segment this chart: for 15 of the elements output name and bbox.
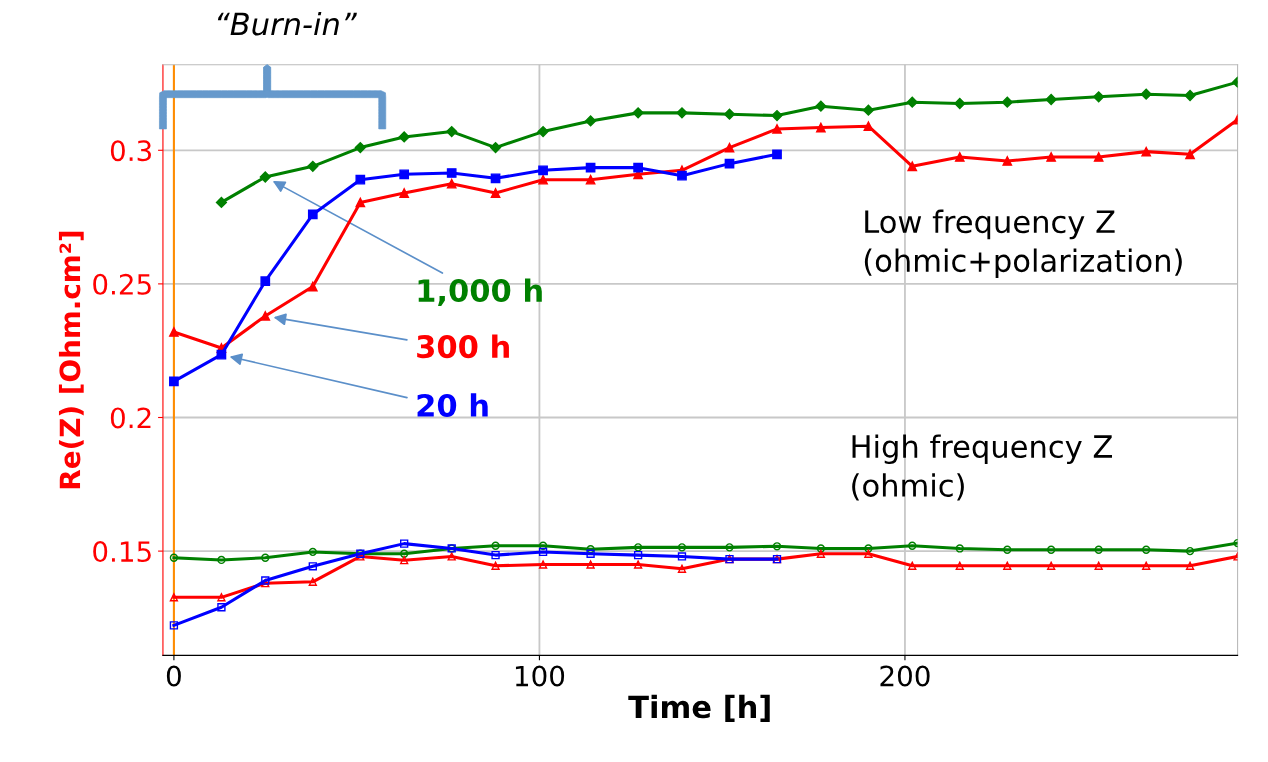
y-tick-label: 0.2	[110, 407, 151, 429]
x-tick-label: 200	[880, 665, 930, 687]
y-tick-label: 0.25	[93, 273, 151, 295]
x-axis-title: Time [h]	[628, 694, 770, 722]
text: 1,000 h	[418, 278, 542, 307]
text: 20 h	[417, 393, 488, 418]
annotation: High frequency Z (ohmic)	[852, 434, 1113, 501]
annotation: Low frequency Z (ohmic+polarization)	[864, 209, 1182, 279]
x-tick-label: 100	[515, 665, 565, 687]
text: 300 h	[417, 334, 509, 359]
y-axis-title: Re(Z) [Ohm.cm²]	[58, 231, 84, 489]
text: “Burn-in”	[217, 11, 357, 36]
y-tick-label: 0.15	[93, 541, 151, 563]
y-tick-label: 0.3	[110, 140, 151, 162]
x-tick-label: 0	[166, 665, 181, 687]
